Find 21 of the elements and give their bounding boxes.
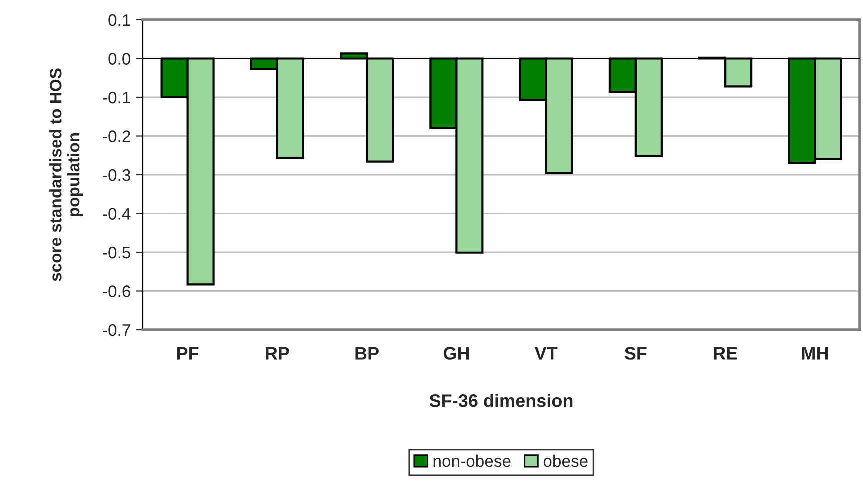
x-tick-label: GH [444, 347, 470, 360]
y-tick-label: -0.2 [103, 130, 130, 142]
y-tick-label: 0.1 [108, 14, 130, 26]
x-tick-label: BP [356, 347, 379, 360]
y-tick-label: -0.7 [103, 324, 130, 336]
x-tick-label: MH [802, 347, 828, 360]
x-tick-label: RP [266, 347, 290, 360]
y-axis-title: score standardised to HOS population [50, 68, 84, 282]
y-tick-label: -0.4 [103, 208, 131, 220]
y-tick-label: -0.3 [103, 169, 130, 182]
y-tick-label: -0.5 [103, 246, 130, 259]
x-axis-title: SF-36 dimension [430, 394, 573, 408]
x-tick-label: PF [177, 347, 199, 360]
x-tick-label: SF [624, 347, 647, 360]
y-tick-label: -0.1 [103, 92, 130, 104]
legend-label: obese [544, 454, 588, 468]
legend-label: non-obese [434, 454, 511, 468]
x-tick-label: VT [534, 347, 558, 360]
y-tick-label: 0.0 [108, 53, 131, 65]
x-tick-label: RE [714, 347, 738, 360]
y-tick-label: -0.6 [103, 286, 130, 298]
